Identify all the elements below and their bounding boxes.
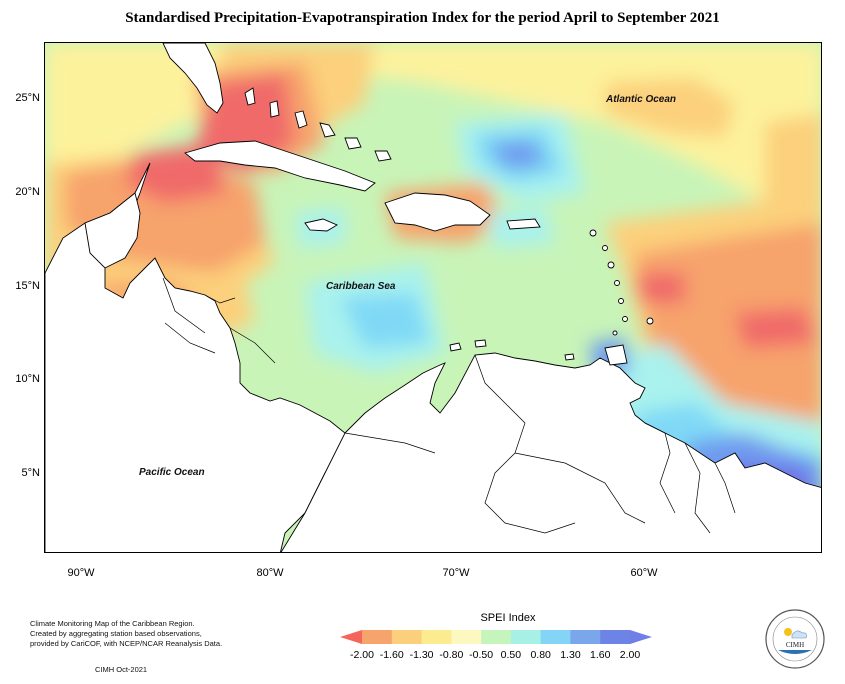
map-canvas <box>45 43 821 552</box>
legend-swatch <box>481 630 512 644</box>
land-masses <box>45 43 821 552</box>
legend-tick-label: -1.60 <box>379 649 404 661</box>
land-south-america <box>280 352 821 552</box>
land-florida <box>162 43 224 114</box>
legend-tick-label: -0.80 <box>439 649 464 661</box>
legend-swatch <box>451 630 482 644</box>
land-yucatan <box>84 192 141 269</box>
legend-tick-label: -1.30 <box>409 649 434 661</box>
credits-date: CIMH Oct-2021 <box>95 665 148 674</box>
legend-tick-label: -2.00 <box>350 649 374 661</box>
legend-swatch <box>570 630 601 644</box>
lat-label-20n: 20°N <box>15 186 40 198</box>
cimh-logo: CIMH <box>764 608 826 670</box>
land-jamaica <box>304 218 338 232</box>
credits-line-2: Created by aggregating station based obs… <box>30 629 202 638</box>
legend-tick-label: -0.50 <box>469 649 494 661</box>
credits-line-3: provided by CariCOF, with NCEP/NCAR Rean… <box>30 639 223 648</box>
legend-tick-label: 1.30 <box>560 649 581 661</box>
legend-title: SPEI Index <box>480 612 536 624</box>
land-trinidad <box>604 344 628 366</box>
lat-label-15n: 15°N <box>15 280 40 292</box>
land-cuba <box>184 140 376 192</box>
caribbean-sea-label: Caribbean Sea <box>326 281 396 292</box>
pacific-ocean-label: Pacific Ocean <box>139 467 205 478</box>
lon-label-70w: 70°W <box>442 567 470 579</box>
legend-swatch <box>510 630 542 644</box>
country-borders <box>162 277 736 534</box>
lat-label-25n: 25°N <box>15 92 40 104</box>
spei-map <box>44 42 822 553</box>
atlantic-ocean-label: Atlantic Ocean <box>606 94 677 105</box>
logo-text: CIMH <box>786 641 804 649</box>
legend-color-bar <box>340 630 652 644</box>
legend-swatch <box>391 630 423 644</box>
legend-tick-label: 2.00 <box>619 649 641 661</box>
legend-swatch-gt-max <box>630 630 652 644</box>
lon-label-80w: 80°W <box>256 567 284 579</box>
legend-swatch <box>421 630 452 644</box>
lon-label-90w: 90°W <box>67 567 95 579</box>
map-credits: Climate Monitoring Map of the Caribbean … <box>30 619 230 649</box>
legend-tick-label: 0.80 <box>530 649 551 661</box>
land-abc-islands <box>449 339 575 361</box>
land-bahamas <box>244 87 392 162</box>
lat-label-5n: 5°N <box>21 467 40 479</box>
land-hispaniola <box>384 192 491 232</box>
credits-line-1: Climate Monitoring Map of the Caribbean … <box>30 619 195 628</box>
legend-tick-label: 0.50 <box>500 649 522 661</box>
land-puerto-rico <box>506 218 541 230</box>
land-lesser-antilles <box>589 229 654 336</box>
map-title: Standardised Precipitation-Evapotranspir… <box>125 10 720 26</box>
legend-swatch <box>540 630 571 644</box>
legend-swatch <box>600 630 631 644</box>
legend-swatch <box>362 630 393 644</box>
lon-label-60w: 60°W <box>630 567 658 579</box>
lat-label-10n: 10°N <box>15 373 40 385</box>
legend-swatch-lt-min <box>340 630 362 644</box>
legend-tick-label: 1.60 <box>590 649 611 661</box>
